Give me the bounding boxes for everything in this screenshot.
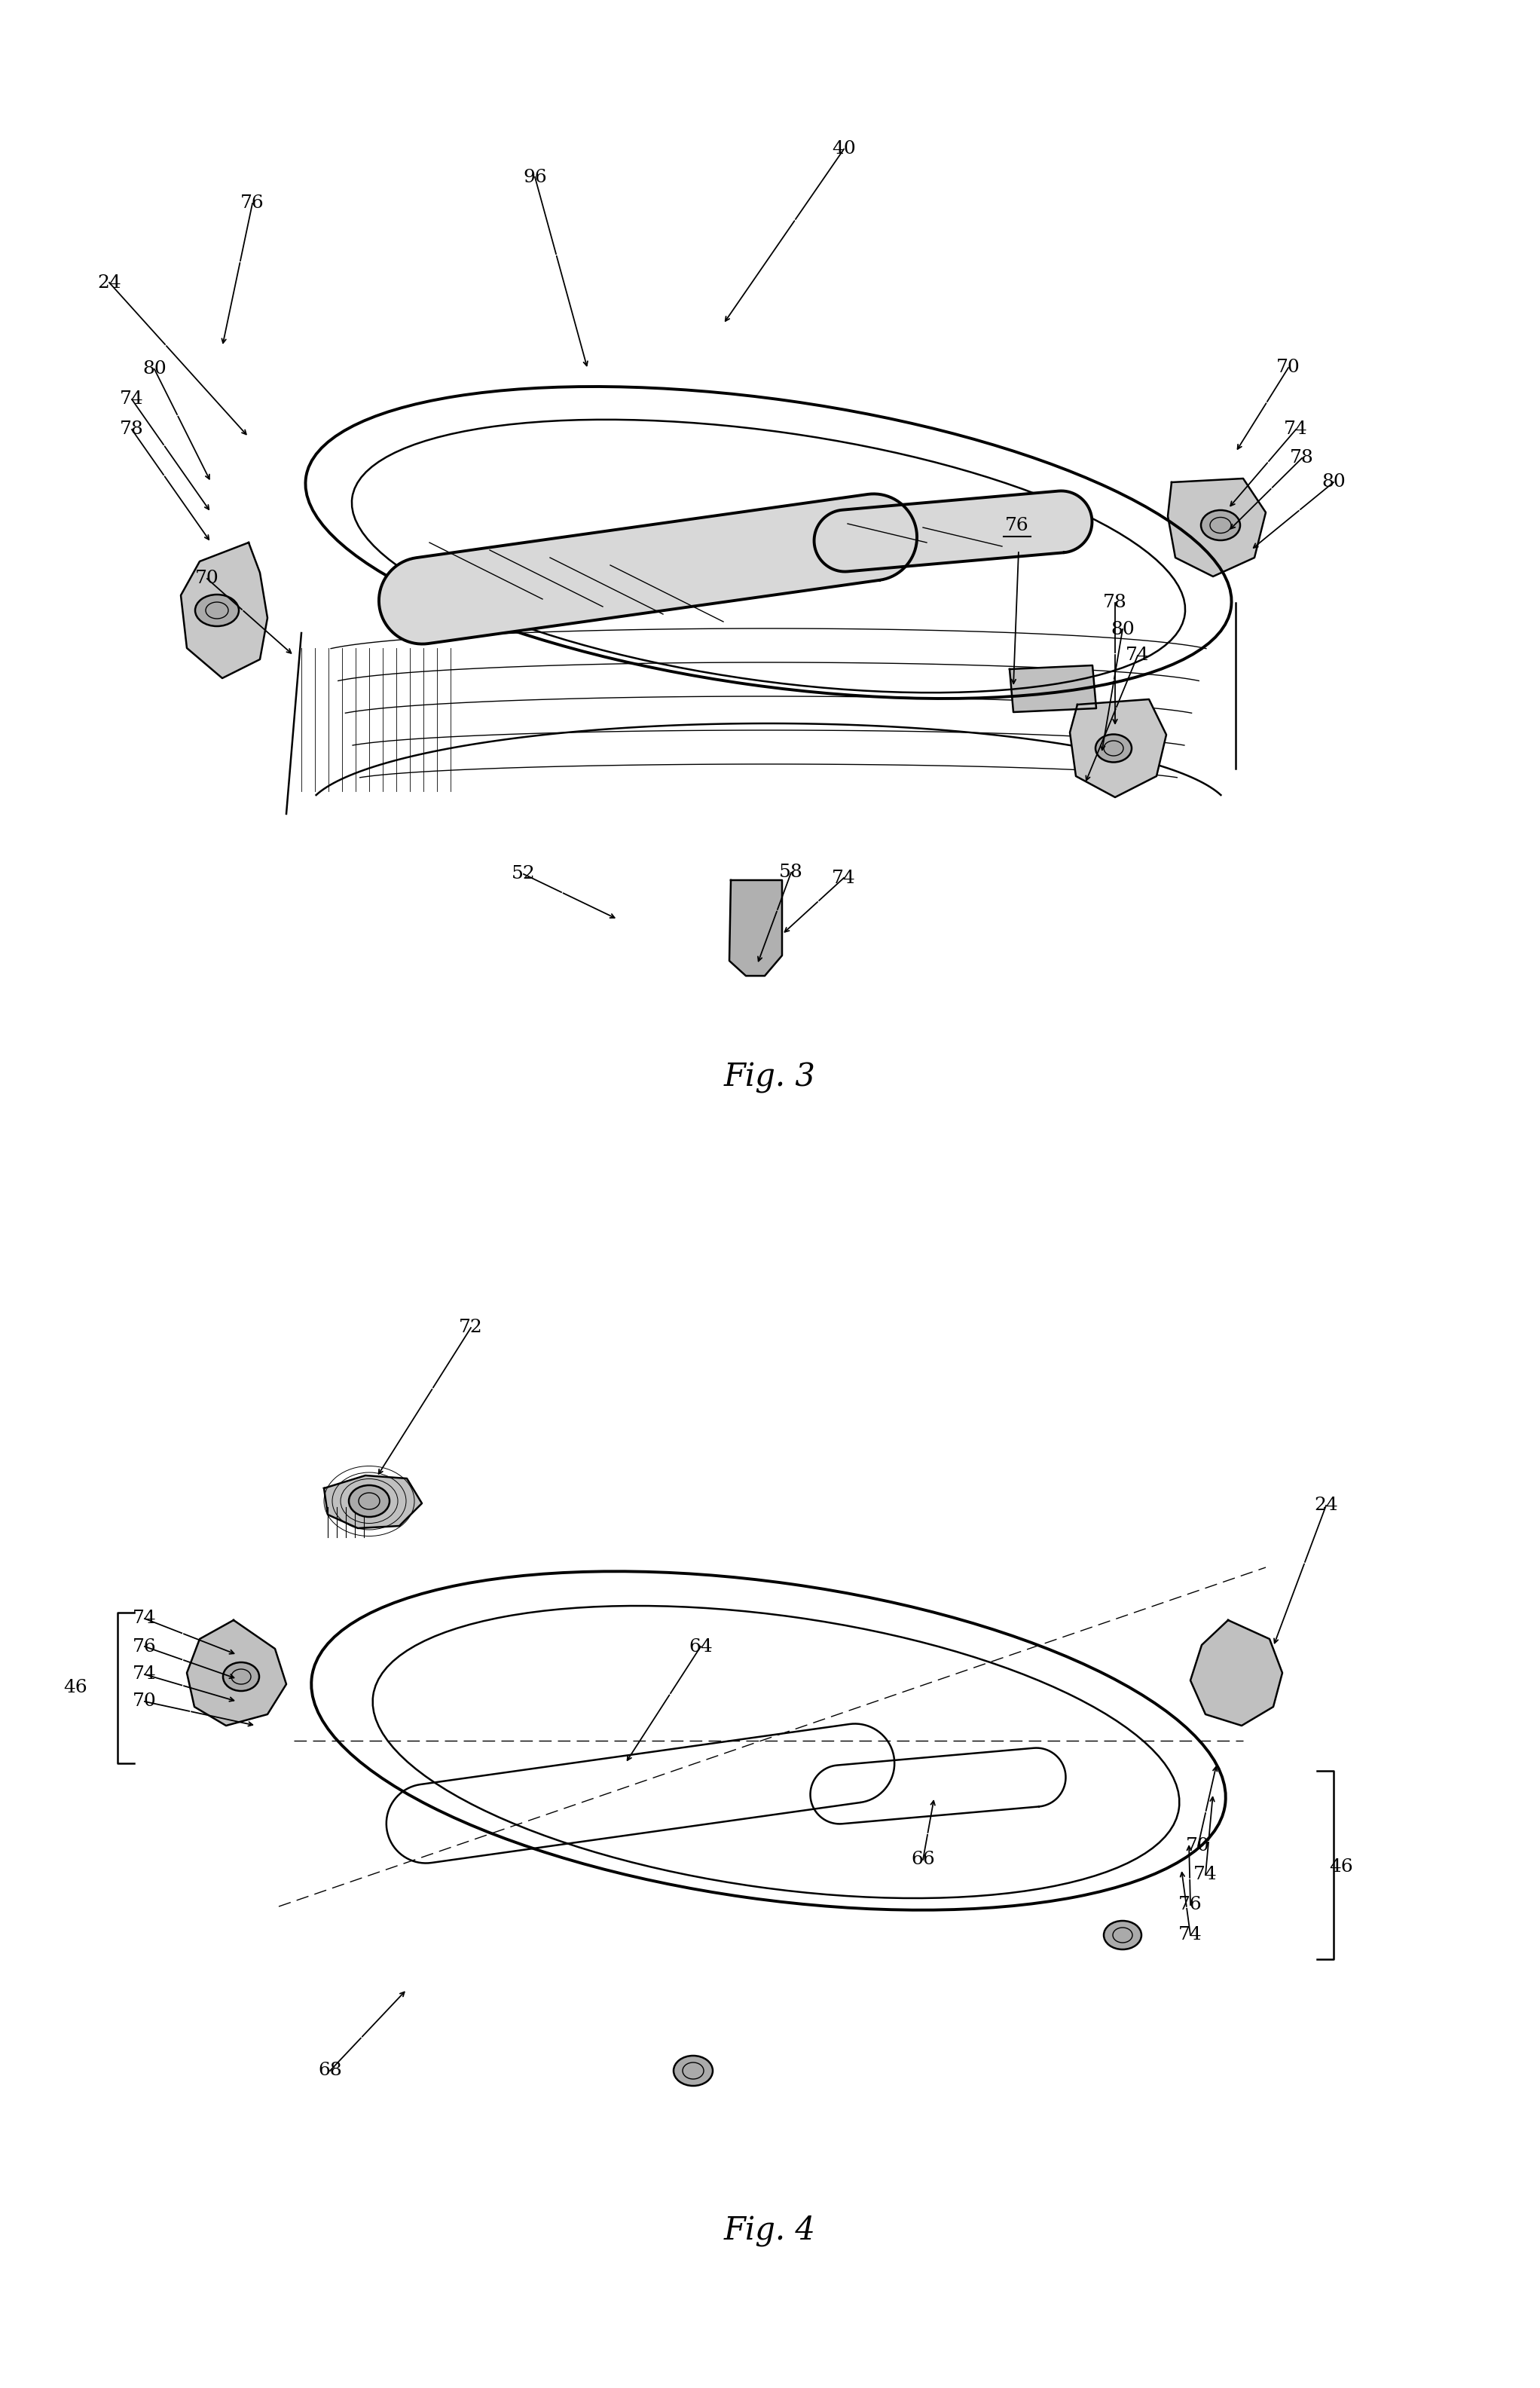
Text: 70: 70 bbox=[1186, 1836, 1210, 1855]
Text: Fig. 3: Fig. 3 bbox=[724, 1063, 816, 1094]
Text: 70: 70 bbox=[1277, 358, 1300, 377]
Text: 96: 96 bbox=[524, 170, 547, 186]
Text: 76: 76 bbox=[1178, 1896, 1203, 1913]
Text: 68: 68 bbox=[319, 2063, 342, 2080]
Text: 64: 64 bbox=[688, 1638, 713, 1655]
Text: 66: 66 bbox=[912, 1851, 935, 1867]
Text: 70: 70 bbox=[132, 1693, 157, 1710]
Text: 78: 78 bbox=[1103, 595, 1127, 611]
Ellipse shape bbox=[350, 1485, 390, 1516]
Text: 78: 78 bbox=[120, 420, 143, 437]
Text: 40: 40 bbox=[832, 141, 856, 158]
Text: 76: 76 bbox=[1006, 518, 1029, 535]
Polygon shape bbox=[1070, 700, 1166, 798]
Polygon shape bbox=[186, 1619, 286, 1727]
Polygon shape bbox=[1010, 666, 1096, 712]
Text: 80: 80 bbox=[1321, 473, 1346, 492]
Text: 74: 74 bbox=[132, 1667, 157, 1684]
Text: 74: 74 bbox=[1284, 420, 1307, 437]
Ellipse shape bbox=[1201, 511, 1240, 540]
Ellipse shape bbox=[223, 1662, 259, 1691]
Text: 58: 58 bbox=[779, 864, 802, 881]
Text: 74: 74 bbox=[120, 392, 143, 408]
Text: 74: 74 bbox=[1194, 1865, 1218, 1884]
Text: 74: 74 bbox=[1126, 647, 1150, 664]
Polygon shape bbox=[180, 542, 268, 678]
Text: 52: 52 bbox=[511, 864, 536, 884]
Text: 76: 76 bbox=[240, 196, 265, 213]
Polygon shape bbox=[1190, 1619, 1283, 1727]
Text: 74: 74 bbox=[132, 1610, 157, 1626]
Text: 80: 80 bbox=[143, 361, 166, 377]
Text: 78: 78 bbox=[1291, 449, 1314, 466]
Text: Fig. 4: Fig. 4 bbox=[724, 2214, 816, 2247]
Polygon shape bbox=[323, 1476, 422, 1528]
Text: 74: 74 bbox=[1178, 1927, 1203, 1944]
Text: 70: 70 bbox=[196, 571, 219, 587]
Text: 46: 46 bbox=[63, 1679, 88, 1695]
Polygon shape bbox=[1167, 478, 1266, 576]
Ellipse shape bbox=[673, 2056, 713, 2085]
Ellipse shape bbox=[1104, 1920, 1141, 1949]
Polygon shape bbox=[815, 492, 1092, 571]
Polygon shape bbox=[730, 881, 782, 977]
Ellipse shape bbox=[196, 595, 239, 626]
Text: 80: 80 bbox=[1110, 621, 1135, 638]
Text: 74: 74 bbox=[832, 869, 856, 886]
Polygon shape bbox=[379, 494, 916, 645]
Text: 24: 24 bbox=[97, 275, 122, 291]
Text: 24: 24 bbox=[1314, 1497, 1338, 1514]
Text: 72: 72 bbox=[459, 1318, 484, 1337]
Text: 46: 46 bbox=[1329, 1858, 1354, 1877]
Ellipse shape bbox=[1095, 736, 1132, 762]
Text: 76: 76 bbox=[132, 1638, 157, 1655]
